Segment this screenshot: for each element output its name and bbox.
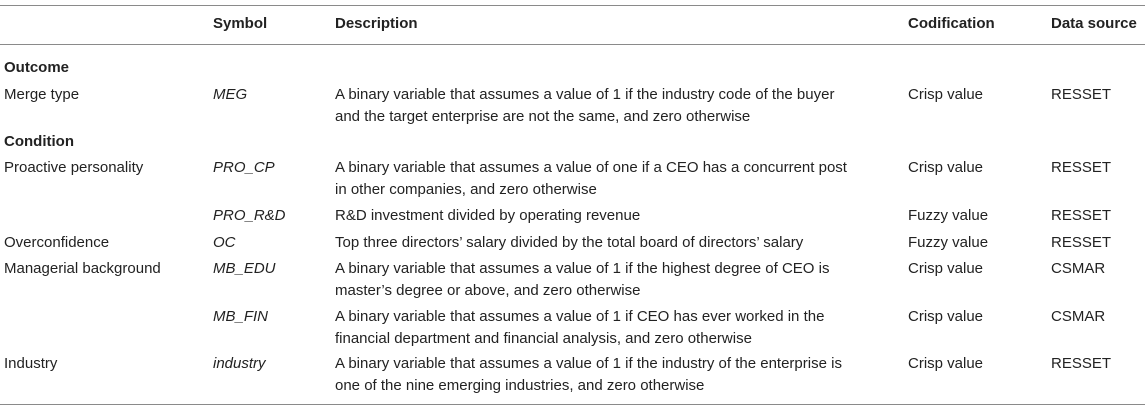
row-symbol: industry [213, 355, 266, 372]
row-symbol: MB_FIN [213, 308, 269, 325]
row-symbol: PRO_R&D [213, 207, 286, 224]
section-outcome: Outcome [4, 59, 70, 76]
row-description-line: A binary variable that assumes a value o… [335, 159, 847, 176]
row-codification: Fuzzy value [908, 207, 989, 224]
row-description-line: financial department and financial analy… [335, 329, 752, 347]
row-codification: Crisp value [908, 308, 984, 325]
row-description-line: one of the nine emerging industries, and… [335, 376, 705, 394]
row-codification: Crisp value [908, 86, 984, 103]
row-variable: Overconfidence [4, 234, 110, 251]
row-description-line: A binary variable that assumes a value o… [335, 308, 825, 325]
header-description: Description [335, 15, 418, 32]
row-symbol: MB_EDU [213, 260, 276, 277]
row-codification: Crisp value [908, 355, 984, 372]
row-description: Top three directors’ salary divided by t… [335, 232, 880, 254]
row-description: A binary variable that assumes a value o… [335, 157, 880, 200]
row-description-line: in other companies, and zero otherwise [335, 180, 597, 198]
row-data-source: RESSET [1051, 86, 1112, 103]
row-data-source: RESSET [1051, 159, 1112, 176]
row-codification: Fuzzy value [908, 234, 989, 251]
row-variable: Industry [4, 355, 58, 372]
row-description-line: R&D investment divided by operating reve… [335, 207, 641, 224]
row-symbol: OC [213, 234, 236, 251]
row-codification: Crisp value [908, 260, 984, 277]
row-description: A binary variable that assumes a value o… [335, 353, 880, 396]
table-top-rule [0, 5, 1145, 6]
row-symbol: MEG [213, 86, 248, 103]
row-data-source: RESSET [1051, 355, 1112, 372]
row-data-source: CSMAR [1051, 308, 1106, 325]
row-description: R&D investment divided by operating reve… [335, 205, 880, 227]
row-variable: Proactive personality [4, 159, 144, 176]
row-description-line: Top three directors’ salary divided by t… [335, 234, 804, 251]
header-symbol: Symbol [213, 15, 268, 32]
row-description-line: A binary variable that assumes a value o… [335, 355, 842, 372]
header-rule [0, 44, 1145, 45]
row-description: A binary variable that assumes a value o… [335, 306, 880, 349]
row-description-line: A binary variable that assumes a value o… [335, 86, 835, 103]
row-codification: Crisp value [908, 159, 984, 176]
row-description-line: and the target enterprise are not the sa… [335, 107, 751, 125]
row-symbol: PRO_CP [213, 159, 275, 176]
section-condition: Condition [4, 133, 74, 150]
row-description-line: master’s degree or above, and zero other… [335, 281, 641, 299]
row-variable: Managerial background [4, 260, 161, 277]
row-description-line: A binary variable that assumes a value o… [335, 260, 830, 277]
header-data-source: Data source [1051, 15, 1137, 32]
row-description: A binary variable that assumes a value o… [335, 258, 880, 301]
header-codification: Codification [908, 15, 995, 32]
row-variable: Merge type [4, 86, 80, 103]
table-bottom-rule [0, 404, 1145, 405]
row-data-source: CSMAR [1051, 260, 1106, 277]
row-data-source: RESSET [1051, 234, 1112, 251]
row-description: A binary variable that assumes a value o… [335, 84, 880, 127]
row-data-source: RESSET [1051, 207, 1112, 224]
